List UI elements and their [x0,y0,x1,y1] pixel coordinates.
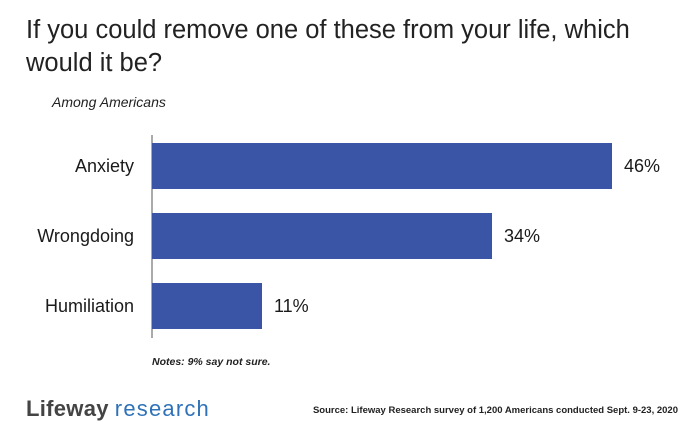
value-label: 11% [274,296,309,316]
chart-note: Notes: 9% say not sure. [152,356,271,368]
logo-word-research: research [114,396,210,421]
bar-humiliation [152,283,262,329]
chart-title: If you could remove one of these from yo… [26,16,630,77]
value-label: 34% [504,226,540,246]
value-label: 46% [624,156,660,176]
bar-wrongdoing [152,213,492,259]
category-label: Humiliation [45,296,134,316]
category-label: Wrongdoing [37,226,134,246]
category-label: Anxiety [75,156,134,176]
source-note: Source: Lifeway Research survey of 1,200… [312,405,678,416]
logo-word-lifeway: Lifeway [26,396,109,421]
lifeway-research-logo: Lifeway research [26,396,210,422]
chart-subtitle: Among Americans [52,94,166,110]
bar-anxiety [152,143,612,189]
